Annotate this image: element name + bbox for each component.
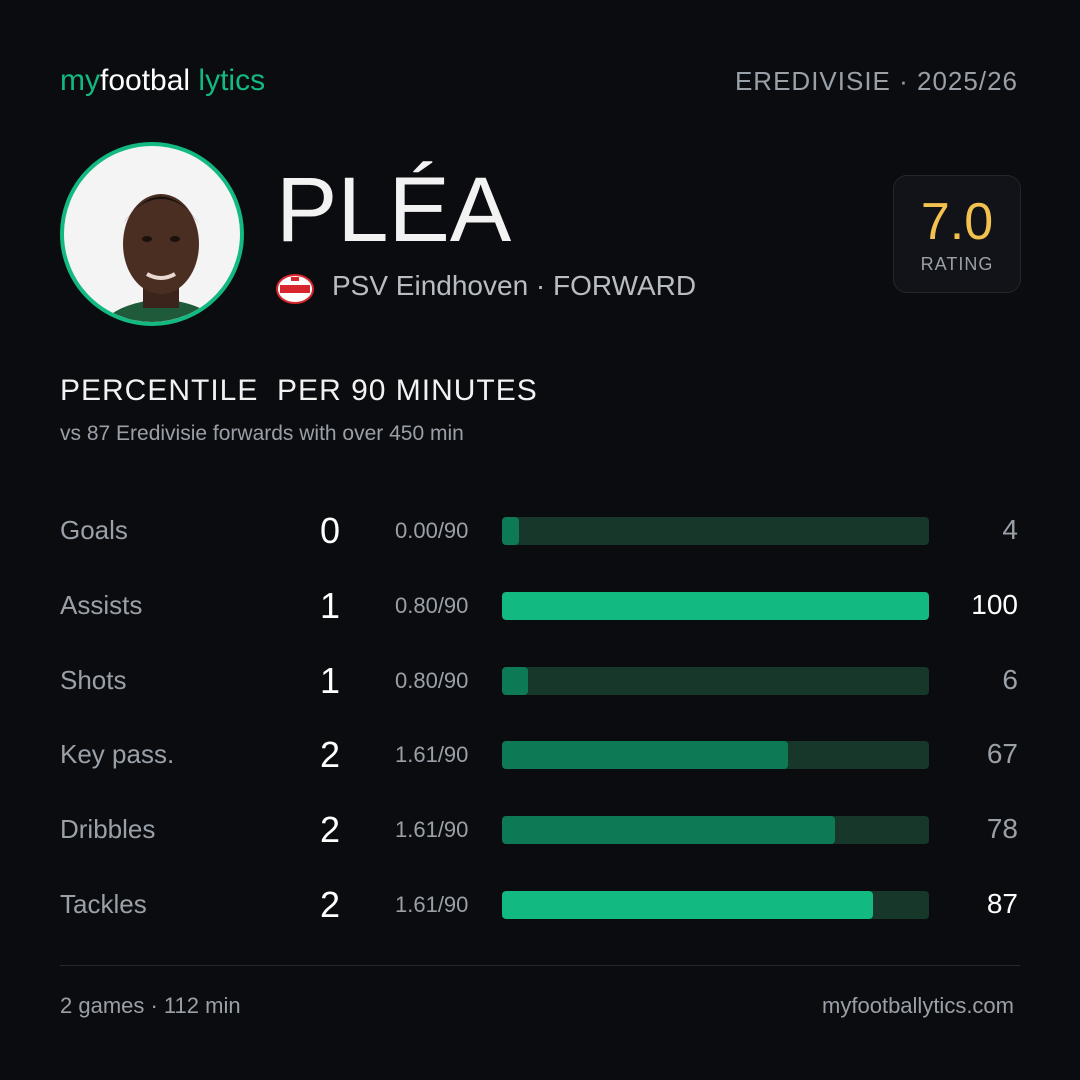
percentile-bar bbox=[502, 741, 789, 770]
percentile-value: 4 bbox=[1002, 514, 1018, 545]
rating-value: 7.0 bbox=[920, 193, 994, 251]
percentile-bar bbox=[502, 891, 874, 919]
stat-per90: 1.61/90 bbox=[395, 892, 469, 917]
stat-per90: 1.61/90 bbox=[395, 742, 469, 768]
stat-total: 1 bbox=[319, 584, 341, 626]
percentile-value: 6 bbox=[1002, 663, 1018, 695]
percentile-value: 87 bbox=[986, 888, 1018, 919]
stat-per90: 0.80/90 bbox=[395, 592, 469, 618]
stat-label: Assists bbox=[60, 589, 143, 620]
section-subtitle: vs 87 Eredivisie forwards with over 450 … bbox=[60, 422, 464, 445]
player-name: PLÉA bbox=[276, 159, 512, 261]
brand-part: footbal bbox=[100, 64, 191, 97]
bar-track bbox=[502, 666, 929, 695]
percentile-bar bbox=[502, 816, 836, 845]
stat-total: 2 bbox=[319, 809, 341, 851]
footer-summary: 2 games · 112 min bbox=[60, 993, 241, 1018]
stat-label: Goals bbox=[60, 515, 128, 545]
stat-per90: 1.61/90 bbox=[395, 817, 469, 843]
player-photo bbox=[60, 142, 244, 326]
league: EREDIVISIE · 2025/26 bbox=[734, 66, 1018, 96]
bar-track bbox=[502, 816, 929, 845]
stat-label: Tackles bbox=[60, 889, 147, 919]
club-position: PSV Eindhoven · FORWARD bbox=[332, 270, 697, 301]
club-crest bbox=[276, 274, 314, 304]
footer-site: myfootballytics.com bbox=[822, 993, 1014, 1018]
portrait bbox=[102, 194, 220, 322]
stat-per90: 0.80/90 bbox=[395, 667, 469, 693]
bar-track bbox=[502, 741, 929, 770]
rating-box: 7.0 RATING bbox=[893, 175, 1021, 293]
percentile-value: 67 bbox=[986, 738, 1018, 770]
stat-label: Shots bbox=[60, 664, 127, 695]
percentile-bar bbox=[502, 666, 528, 695]
divider bbox=[60, 965, 1020, 966]
percentile-value: 78 bbox=[986, 813, 1018, 845]
bar-track bbox=[502, 891, 929, 919]
brand-part: lytics bbox=[198, 64, 266, 97]
stat-label: Dribbles bbox=[60, 814, 156, 845]
rating-label: RATING bbox=[920, 254, 994, 274]
section-title: PERCENTILE PER 90 MINUTES bbox=[60, 374, 538, 407]
bar-track bbox=[502, 591, 929, 620]
stat-total: 0 bbox=[319, 510, 341, 551]
percentile-value: 100 bbox=[971, 588, 1018, 620]
stat-total: 2 bbox=[319, 884, 341, 925]
stat-per90: 0.00/90 bbox=[395, 518, 469, 543]
percentile-bar bbox=[502, 591, 929, 620]
brand-part: my bbox=[60, 64, 100, 97]
percentile-bar bbox=[502, 517, 520, 545]
stat-total: 2 bbox=[319, 734, 341, 776]
stat-label: Key pass. bbox=[60, 739, 175, 770]
stat-total: 1 bbox=[319, 659, 341, 701]
bar-track bbox=[502, 517, 929, 545]
brand: myfootbal lytics bbox=[60, 64, 265, 98]
